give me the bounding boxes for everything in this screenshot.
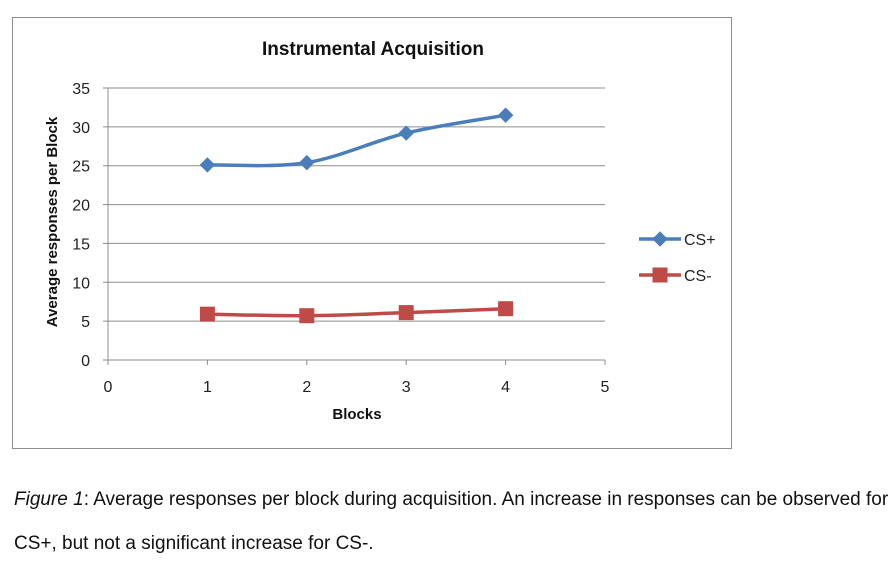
series-line-cs-plus (207, 113, 506, 168)
x-tick-label: 1 (203, 379, 212, 396)
y-tick-label: 25 (72, 159, 90, 176)
y-tick-label: 20 (72, 198, 90, 215)
y-tick-label: 5 (81, 314, 90, 331)
figure-caption: Figure 1: Average responses per block du… (14, 478, 892, 566)
data-point-cs-minus (299, 308, 315, 324)
chart-frame: Instrumental Acquisition 0 5 10 15 20 25 30 35 0… (12, 17, 732, 449)
chart-svg: Instrumental Acquisition 051015202530350… (44, 39, 716, 423)
y-tick-label: 35 (72, 81, 90, 98)
data-point-cs-minus (398, 305, 414, 321)
x-axis-title: Blocks (332, 406, 381, 423)
series-line-cs-minus (207, 306, 506, 318)
y-tick-label: 10 (72, 275, 90, 292)
y-tick-label: 30 (72, 120, 90, 137)
data-point-cs-minus (498, 301, 514, 317)
data-point-cs-plus (199, 157, 216, 173)
y-tick-label: 0 (81, 353, 90, 370)
x-tick-label: 2 (302, 379, 311, 396)
legend-marker-cs-plus (652, 231, 668, 247)
figure-label: Figure 1 (14, 489, 84, 510)
y-tick-label: 15 (72, 236, 90, 253)
caption-text: : Average responses per block during acq… (14, 489, 889, 554)
y-axis-title: Average responses per Block (44, 116, 61, 327)
x-tick-label: 5 (601, 379, 610, 396)
data-point-cs-plus (299, 154, 315, 171)
data-point-cs-plus (497, 107, 514, 123)
legend-label-cs-plus: CS+ (684, 232, 716, 249)
x-tick-label: 4 (501, 379, 510, 396)
legend-marker-cs-minus (652, 267, 668, 283)
legend-label-cs-minus: CS- (684, 268, 712, 285)
data-point-cs-minus (199, 306, 215, 322)
data-point-cs-plus (398, 125, 414, 141)
x-tick-label: 0 (104, 379, 113, 396)
chart-title: Instrumental Acquisition (262, 39, 484, 60)
x-tick-label: 3 (402, 379, 411, 396)
